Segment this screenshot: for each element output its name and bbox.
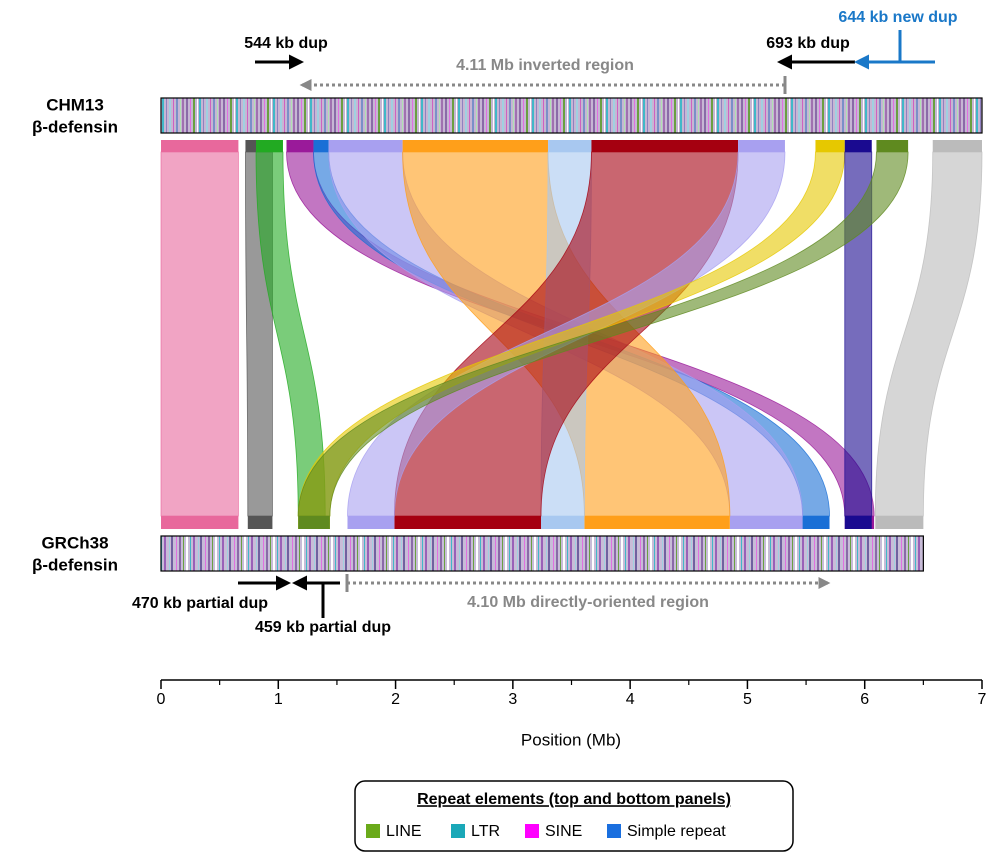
annotation: 459 kb partial dup <box>255 619 391 636</box>
x-tick-label: 6 <box>860 691 869 708</box>
top-block <box>286 140 314 152</box>
bottom-block <box>394 516 542 529</box>
bottom-genome-bar <box>160 535 924 572</box>
legend-swatch <box>451 824 465 838</box>
x-tick-label: 4 <box>626 691 635 708</box>
x-axis: 0 1 2 3 4 5 6 7 <box>157 679 987 708</box>
alignment-ribbon <box>160 151 239 517</box>
top-block <box>844 140 872 152</box>
top-block <box>313 140 329 152</box>
legend-swatch <box>525 824 539 838</box>
legend-label: SINE <box>545 823 582 840</box>
legend-label: Simple repeat <box>627 823 726 840</box>
legend-title: Repeat elements (top and bottom panels) <box>417 791 731 808</box>
alignment-ribbon <box>874 151 983 517</box>
bottom-block <box>161 516 239 529</box>
x-tick-label: 0 <box>157 691 166 708</box>
top-block <box>591 140 739 152</box>
top-genome-label: CHM13 <box>46 95 104 114</box>
bottom-block <box>875 516 924 529</box>
x-tick-label: 3 <box>508 691 517 708</box>
x-tick-label: 1 <box>274 691 283 708</box>
legend-label: LTR <box>471 823 500 840</box>
top-block <box>161 140 239 152</box>
annotation: 544 kb dup <box>244 35 328 52</box>
annotations: 544 kb dup 4.11 Mb inverted region 693 k… <box>132 9 958 636</box>
bottom-block <box>298 516 330 529</box>
legend-swatch <box>607 824 621 838</box>
bottom-block <box>247 516 273 529</box>
x-tick-label: 2 <box>391 691 400 708</box>
bottom-genome-label: β-defensin <box>32 555 118 574</box>
top-block <box>815 140 845 152</box>
legend-swatch <box>366 824 380 838</box>
top-block <box>328 140 403 152</box>
bottom-block <box>541 516 585 529</box>
bottom-block <box>802 516 830 529</box>
top-genome-bar <box>160 97 983 134</box>
genome-bars <box>160 97 983 572</box>
top-block <box>876 140 909 152</box>
legend-label: LINE <box>386 823 422 840</box>
alignments <box>160 140 983 529</box>
annotation: 644 kb new dup <box>838 9 957 26</box>
top-block <box>402 140 549 152</box>
annotation: 693 kb dup <box>766 35 850 52</box>
bottom-block <box>347 516 395 529</box>
bottom-block <box>844 516 872 529</box>
top-block <box>548 140 592 152</box>
legend: Repeat elements (top and bottom panels) … <box>354 780 794 852</box>
bottom-block <box>584 516 730 529</box>
top-block <box>932 140 982 152</box>
x-axis-label: Position (Mb) <box>521 730 621 749</box>
x-tick-label: 7 <box>978 691 987 708</box>
annotation: 4.10 Mb directly-oriented region <box>467 594 709 611</box>
bottom-block <box>729 516 803 529</box>
annotation: 4.11 Mb inverted region <box>456 57 634 74</box>
bottom-genome-label: GRCh38 <box>41 533 108 552</box>
top-block <box>738 140 785 152</box>
x-tick-label: 5 <box>743 691 752 708</box>
top-genome-label: β-defensin <box>32 117 118 136</box>
annotation: 470 kb partial dup <box>132 595 268 612</box>
top-block <box>256 140 283 152</box>
